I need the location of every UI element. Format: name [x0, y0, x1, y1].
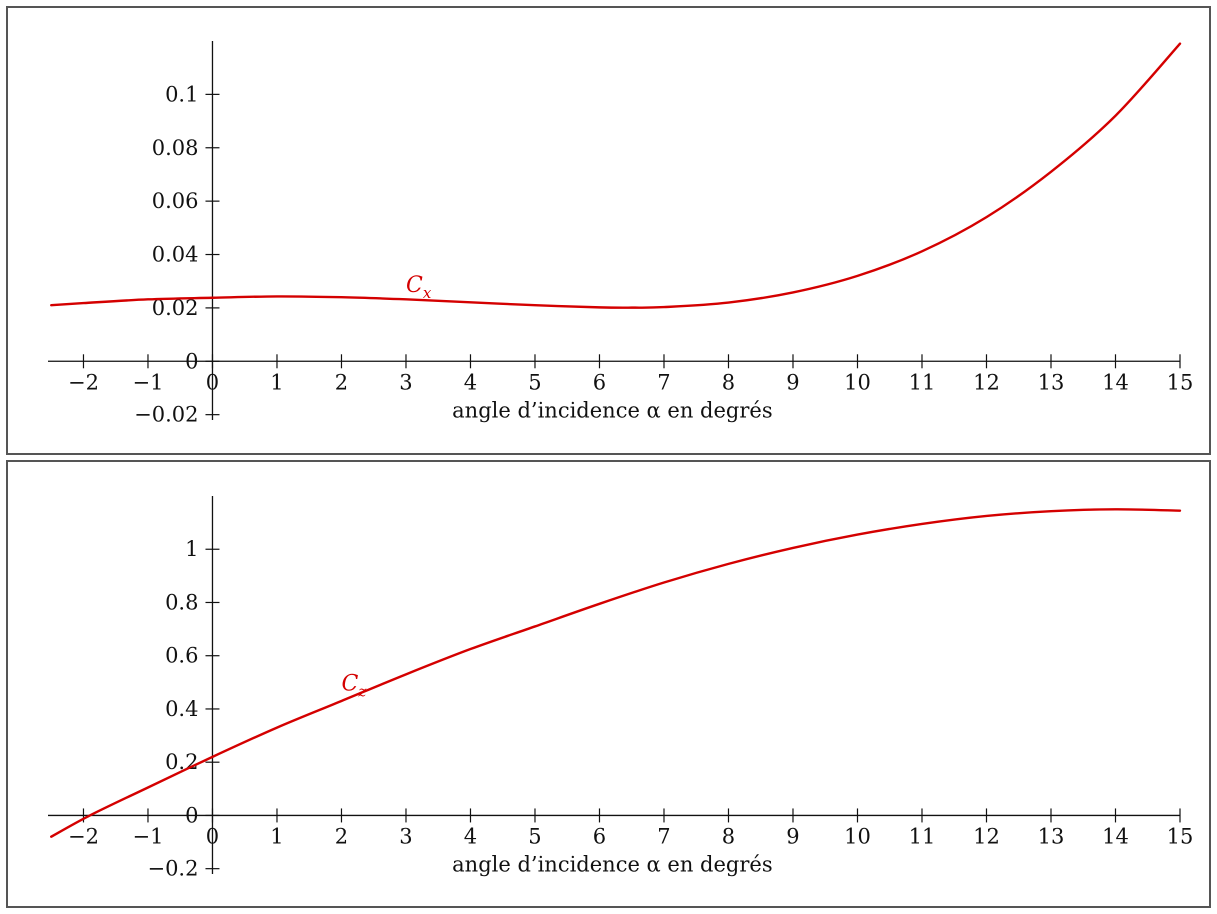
- cz-x-tick-label: 12: [973, 824, 1000, 848]
- cx-chart: −2 −1 0 1 2 3 4 5 6 7 8 9 10 11 12 13 14 15−0.0200.020.04…: [48, 41, 1194, 427]
- cx-x-tick-label: 15: [1167, 370, 1194, 394]
- cz-y-tick-label: 0.4: [165, 697, 198, 721]
- cx-x-tick-label: −2: [68, 370, 99, 394]
- cx-x-tick-label: 11: [909, 370, 936, 394]
- cx-x-tick-label: 3: [399, 370, 412, 394]
- cx-x-tick-label: 14: [1102, 370, 1129, 394]
- cz-x-tick-label: 15: [1167, 824, 1194, 848]
- cz-y-tick-label: 0: [185, 803, 198, 827]
- cz-x-tick-label: 3: [399, 824, 412, 848]
- cz-series-label: Cz: [341, 671, 366, 700]
- cx-series-line: [50, 42, 1182, 309]
- cz-x-tick-label: 10: [844, 824, 871, 848]
- cx-x-tick-label: 4: [464, 370, 477, 394]
- cx-x-tick-label: 13: [1038, 370, 1065, 394]
- cz-y-tick-label: −0.2: [147, 857, 198, 881]
- cx-y-tick-label: 0.04: [152, 243, 199, 267]
- cx-series-label: Cx: [406, 273, 432, 302]
- cx-x-tick-label: 12: [973, 370, 1000, 394]
- cx-y-tick-label: −0.02: [134, 403, 198, 427]
- cx-x-tick-label: 8: [722, 370, 735, 394]
- cz-x-axis-title: angle d’incidence α en degrés: [452, 852, 772, 876]
- cz-x-tick-label: 14: [1102, 824, 1129, 848]
- cx-x-tick-label: 0: [206, 370, 219, 394]
- cx-x-tick-label: 7: [657, 370, 670, 394]
- cx-y-tick-label: 0.08: [152, 136, 199, 160]
- cz-chart: −2 −1 0 1 2 3 4 5 6 7 8 9 10 11 12 13 14 15−0.200.20.40.6…: [48, 496, 1194, 881]
- cx-x-tick-label: 1: [270, 370, 283, 394]
- cx-x-tick-label: 5: [528, 370, 541, 394]
- cx-y-tick-label: 0: [185, 349, 198, 373]
- cz-x-tick-label: 5: [528, 824, 541, 848]
- cz-x-tick-label: 6: [593, 824, 606, 848]
- cz-y-tick-label: 0.6: [165, 644, 198, 668]
- cx-x-tick-label: −1: [132, 370, 163, 394]
- cz-chart-panel: −2 −1 0 1 2 3 4 5 6 7 8 9 10 11 12 13 14 15 −0.2 0 0.2 0.4 0.6…: [6, 460, 1211, 908]
- cz-y-tick-label: 0.8: [165, 590, 198, 614]
- cz-x-tick-label: 1: [270, 824, 283, 848]
- cz-x-tick-label: 8: [722, 824, 735, 848]
- cz-x-tick-label: 4: [464, 824, 477, 848]
- cz-x-tick-label: −2: [68, 824, 99, 848]
- cz-x-tick-label: 11: [909, 824, 936, 848]
- cz-x-tick-label: 9: [786, 824, 799, 848]
- cx-x-tick-label: 9: [786, 370, 799, 394]
- cz-x-tick-label: 2: [335, 824, 348, 848]
- cz-x-tick-label: 7: [657, 824, 670, 848]
- cx-y-tick-label: 0.06: [152, 189, 199, 213]
- cz-x-tick-label: 13: [1038, 824, 1065, 848]
- cz-y-tick-label: 1: [185, 537, 198, 561]
- cx-y-tick-label: 0.1: [165, 82, 198, 106]
- cz-x-tick-label: 0: [206, 824, 219, 848]
- cz-series-line: [50, 508, 1182, 838]
- cx-x-tick-label: 2: [335, 370, 348, 394]
- cx-chart-panel: −2 −1 0 1 2 3 4 5 6 7 8 9 10 11 12 13 14 15 −0.02 0 0.02 0.04…: [6, 6, 1211, 455]
- cz-x-tick-label: −1: [132, 824, 163, 848]
- cx-x-axis-title: angle d’incidence α en degrés: [452, 398, 772, 422]
- cx-x-tick-label: 10: [844, 370, 871, 394]
- cx-x-tick-label: 6: [593, 370, 606, 394]
